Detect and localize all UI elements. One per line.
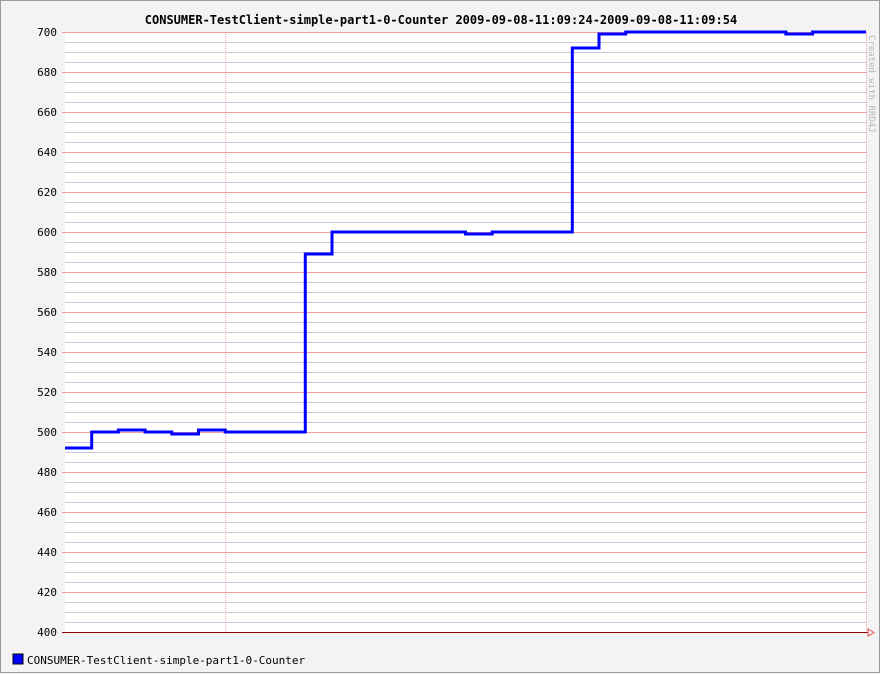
y-tick-label: 480 (37, 466, 57, 479)
y-tick-label: 560 (37, 306, 57, 319)
watermark-text: Created with RRD4J (866, 35, 876, 133)
y-tick-label: 400 (37, 626, 57, 639)
y-tick-label: 420 (37, 586, 57, 599)
y-tick-label: 600 (37, 226, 57, 239)
y-tick-label: 640 (37, 146, 57, 159)
y-tick-label: 540 (37, 346, 57, 359)
chart-title: CONSUMER-TestClient-simple-part1-0-Count… (145, 13, 737, 27)
legend-swatch (13, 654, 23, 664)
y-tick-label: 580 (37, 266, 57, 279)
y-axis-tick-labels: 400 420 440 460 480 500 520 540 560 580 600 620 640 6… (37, 26, 57, 639)
y-tick-label: 440 (37, 546, 57, 559)
y-tick-label: 620 (37, 186, 57, 199)
y-tick-label: 520 (37, 386, 57, 399)
y-tick-label: 660 (37, 106, 57, 119)
y-tick-label: 680 (37, 66, 57, 79)
x-axis-arrow-icon (868, 629, 874, 636)
y-tick-label: 460 (37, 506, 57, 519)
legend-label: CONSUMER-TestClient-simple-part1-0-Count… (27, 654, 306, 667)
y-tick-label: 700 (37, 26, 57, 39)
grid-lines (62, 32, 867, 632)
y-tick-label: 500 (37, 426, 57, 439)
